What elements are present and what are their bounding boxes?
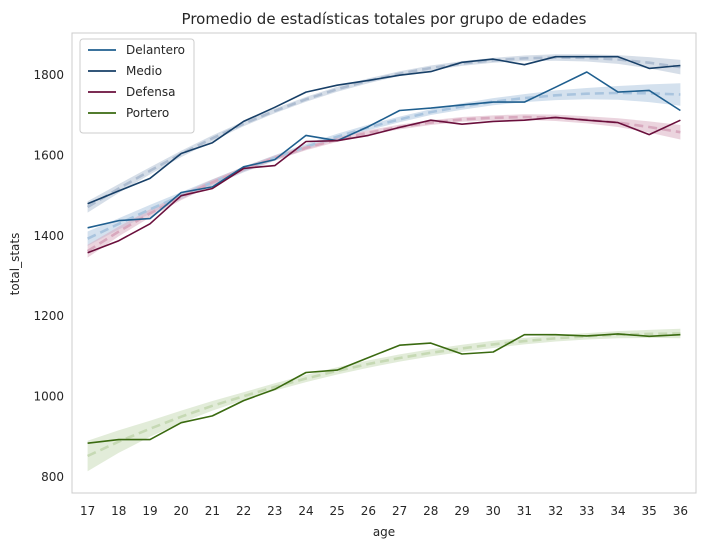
- x-tick-label: 17: [80, 504, 95, 518]
- legend-label-defensa: Defensa: [126, 85, 175, 99]
- series-lines: [87, 55, 681, 444]
- x-tick-label: 26: [361, 504, 376, 518]
- plot-frame: [71, 32, 697, 494]
- x-tick-label: 36: [673, 504, 688, 518]
- series-line-defensa: [87, 116, 681, 254]
- x-tick-label: 35: [642, 504, 657, 518]
- legend: Delantero Medio Defensa Portero: [79, 38, 195, 134]
- x-tick-label: 22: [236, 504, 251, 518]
- y-tick-label: 1400: [33, 229, 64, 243]
- trend-line-delantero: [87, 91, 681, 240]
- y-axis-label: total_stats: [8, 233, 22, 296]
- y-tick-label: 1000: [33, 390, 64, 404]
- x-tick-label: 30: [486, 504, 501, 518]
- x-tick-label: 28: [423, 504, 438, 518]
- y-axis-ticks: 800 1000 1200 1400 1600 1800: [33, 68, 64, 484]
- confidence-band-delantero: [87, 83, 681, 246]
- confidence-band-portero: [87, 328, 681, 472]
- x-tick-label: 27: [392, 504, 407, 518]
- x-tick-label: 24: [298, 504, 313, 518]
- x-tick-label: 23: [267, 504, 282, 518]
- trend-line-defensa: [86, 115, 681, 253]
- x-tick-label: 32: [548, 504, 563, 518]
- legend-label-delantero: Delantero: [126, 43, 185, 57]
- x-tick-label: 20: [174, 504, 189, 518]
- x-axis-label: age: [373, 525, 395, 539]
- x-axis-ticks: 17 18 19 20 21 22 23 24 25 26 27 28 29 30 31 32 33 34 35 36: [80, 504, 688, 518]
- x-tick-label: 33: [579, 504, 594, 518]
- x-tick-label: 29: [454, 504, 469, 518]
- series-line-portero: [87, 333, 681, 444]
- x-tick-label: 21: [205, 504, 220, 518]
- y-tick-label: 1600: [33, 149, 64, 163]
- series-line-medio: [87, 55, 681, 205]
- legend-label-portero: Portero: [126, 106, 169, 120]
- x-tick-label: 31: [517, 504, 532, 518]
- x-tick-label: 25: [330, 504, 345, 518]
- legend-label-medio: Medio: [126, 64, 162, 78]
- y-tick-label: 1200: [33, 309, 64, 323]
- confidence-band-defensa: [87, 114, 681, 258]
- x-tick-label: 18: [111, 504, 126, 518]
- chart-title: Promedio de estadísticas totales por gru…: [182, 10, 587, 28]
- trend-line-portero: [87, 332, 681, 458]
- y-tick-label: 800: [41, 470, 64, 484]
- series-line-delantero: [87, 71, 681, 229]
- legend-box: [79, 38, 195, 134]
- x-tick-label: 19: [142, 504, 157, 518]
- y-tick-label: 1800: [33, 68, 64, 82]
- x-tick-label: 34: [610, 504, 625, 518]
